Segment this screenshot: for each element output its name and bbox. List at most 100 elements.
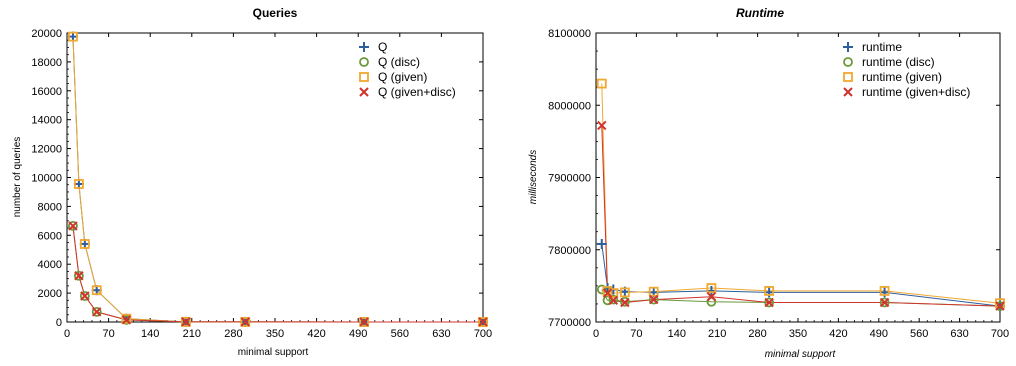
queries-x-tick-label: 140 (141, 328, 159, 340)
queries-y-tick-label: 6000 (38, 230, 62, 242)
queries-plot: 0 70 140 210 280 350 420 490 560 630 700 0 2000 4000 6… (31, 28, 492, 340)
runtime-data-point-2 (619, 287, 630, 298)
queries-data-point-3 (359, 317, 369, 327)
queries-y-tick-label: 10000 (31, 173, 62, 185)
queries-data-point-3 (121, 315, 132, 325)
queries-data-point-3 (74, 271, 84, 281)
runtime-x-tick-label: 0 (593, 328, 599, 340)
queries-x-tick-label: 280 (224, 328, 242, 340)
queries-data-point-2 (68, 31, 78, 42)
queries-x-tick-label: 70 (102, 328, 114, 340)
runtime-x-tick-label: 70 (630, 328, 642, 340)
runtime-data-point-2 (596, 78, 607, 89)
queries-y-tick-label: 0 (56, 317, 62, 329)
queries-data-point-3 (181, 317, 191, 327)
queries-x-tick-label: 630 (432, 328, 450, 340)
queries-y-tick-label: 14000 (31, 115, 62, 127)
queries-legend-marker-1 (359, 57, 369, 67)
runtime-data-point-1 (596, 284, 607, 295)
runtime-data-point-1 (602, 295, 613, 306)
queries-legend-marker-2 (359, 72, 369, 82)
runtime-data-point-0 (596, 238, 607, 249)
queries-legend-label-3: Q (given+disc) (378, 85, 456, 99)
queries-legend-label-1: Q (disc) (378, 55, 420, 69)
runtime-ylabel: milliseconds (528, 150, 539, 204)
queries-legend-label-0: Q (378, 40, 387, 54)
runtime-data-point-1 (764, 297, 775, 308)
queries-legend-label-2: Q (given) (378, 70, 427, 84)
runtime-data-point-3 (995, 301, 1005, 311)
queries-series-line-1 (72, 225, 484, 323)
runtime-data-point-2 (648, 286, 659, 297)
queries-y-tick-label: 4000 (38, 259, 62, 271)
queries-y-tick-label: 8000 (38, 201, 62, 213)
queries-data-point-2 (121, 313, 132, 324)
runtime-data-point-3 (706, 292, 717, 302)
queries-x-tick-label: 560 (391, 328, 409, 340)
queries-x-tick-label: 210 (183, 328, 201, 340)
queries-data-point-2 (73, 179, 84, 189)
runtime-data-point-2 (706, 283, 717, 293)
queries-data-point-3 (68, 221, 78, 231)
queries-x-tick-label: 0 (64, 328, 70, 340)
queries-data-point-2 (180, 316, 191, 327)
queries-data-point-1 (73, 270, 84, 281)
runtime-plot: 0 70 140 210 280 350 420 490 560 630 700 7700000 780… (548, 28, 1009, 340)
runtime-x-tick-label: 140 (668, 328, 686, 340)
queries-legend-marker-3 (359, 87, 369, 97)
runtime-title: Runtime (736, 6, 784, 20)
queries-chart: Queries minimal support number of querie… (12, 6, 492, 358)
queries-data-point-2 (359, 317, 370, 327)
runtime-series-line-3 (601, 125, 1001, 307)
runtime-data-point-1 (879, 297, 890, 308)
queries-y-tick-label: 20000 (31, 28, 62, 40)
queries-data-point-2 (240, 317, 251, 327)
runtime-data-point-2 (602, 286, 613, 296)
runtime-y-tick-label: 7800000 (548, 245, 591, 257)
runtime-data-point-2 (879, 286, 890, 296)
runtime-data-point-3 (764, 297, 774, 308)
queries-y-tick-label: 18000 (31, 57, 62, 69)
queries-xlabel: minimal support (238, 347, 309, 358)
queries-y-tick-label: 2000 (38, 288, 62, 300)
queries-x-tick-label: 350 (266, 328, 284, 340)
runtime-legend-marker-1 (843, 57, 853, 67)
queries-ylabel: number of queries (12, 137, 23, 218)
runtime-x-tick-label: 210 (708, 328, 726, 340)
runtime-data-point-3 (597, 120, 607, 131)
queries-data-point-3 (92, 307, 102, 317)
runtime-data-point-3 (620, 297, 630, 308)
queries-data-point-2 (478, 317, 488, 327)
queries-data-point-1 (91, 306, 102, 317)
runtime-y-tick-label: 7700000 (548, 317, 591, 329)
runtime-x-tick-label: 560 (910, 328, 928, 340)
queries-x-tick-label: 490 (349, 328, 367, 340)
queries-y-tick-label: 16000 (31, 86, 62, 98)
runtime-data-point-3 (649, 294, 659, 305)
runtime-legend-label-3: runtime (given+disc) (862, 85, 970, 99)
runtime-x-tick-label: 700 (991, 328, 1009, 340)
runtime-series-line-2 (601, 83, 1001, 304)
runtime-x-tick-label: 420 (829, 328, 847, 340)
runtime-data-point-2 (608, 288, 619, 299)
runtime-data-point-3 (879, 297, 890, 308)
queries-series-line-3 (72, 225, 484, 323)
runtime-data-point-3 (608, 295, 619, 306)
runtime-y-tick-label: 8100000 (548, 28, 591, 40)
queries-data-point-1 (68, 221, 78, 231)
queries-data-point-1 (79, 291, 90, 301)
runtime-data-point-1 (619, 296, 630, 307)
queries-x-tick-label: 700 (474, 328, 492, 340)
runtime-chart: Runtime minimal support milliseconds 0 70… (528, 6, 1009, 360)
runtime-legend-marker-0 (843, 42, 853, 52)
runtime-x-tick-label: 490 (870, 328, 888, 340)
queries-data-point-3 (80, 291, 90, 301)
runtime-legend-label-1: runtime (disc) (862, 55, 935, 69)
queries-title: Queries (253, 6, 298, 20)
queries-x-tick-label: 420 (307, 328, 325, 340)
runtime-legend-label-2: runtime (given) (862, 70, 942, 84)
queries-y-tick-label: 12000 (31, 144, 62, 156)
runtime-data-point-3 (602, 288, 613, 298)
runtime-data-point-1 (608, 294, 619, 305)
